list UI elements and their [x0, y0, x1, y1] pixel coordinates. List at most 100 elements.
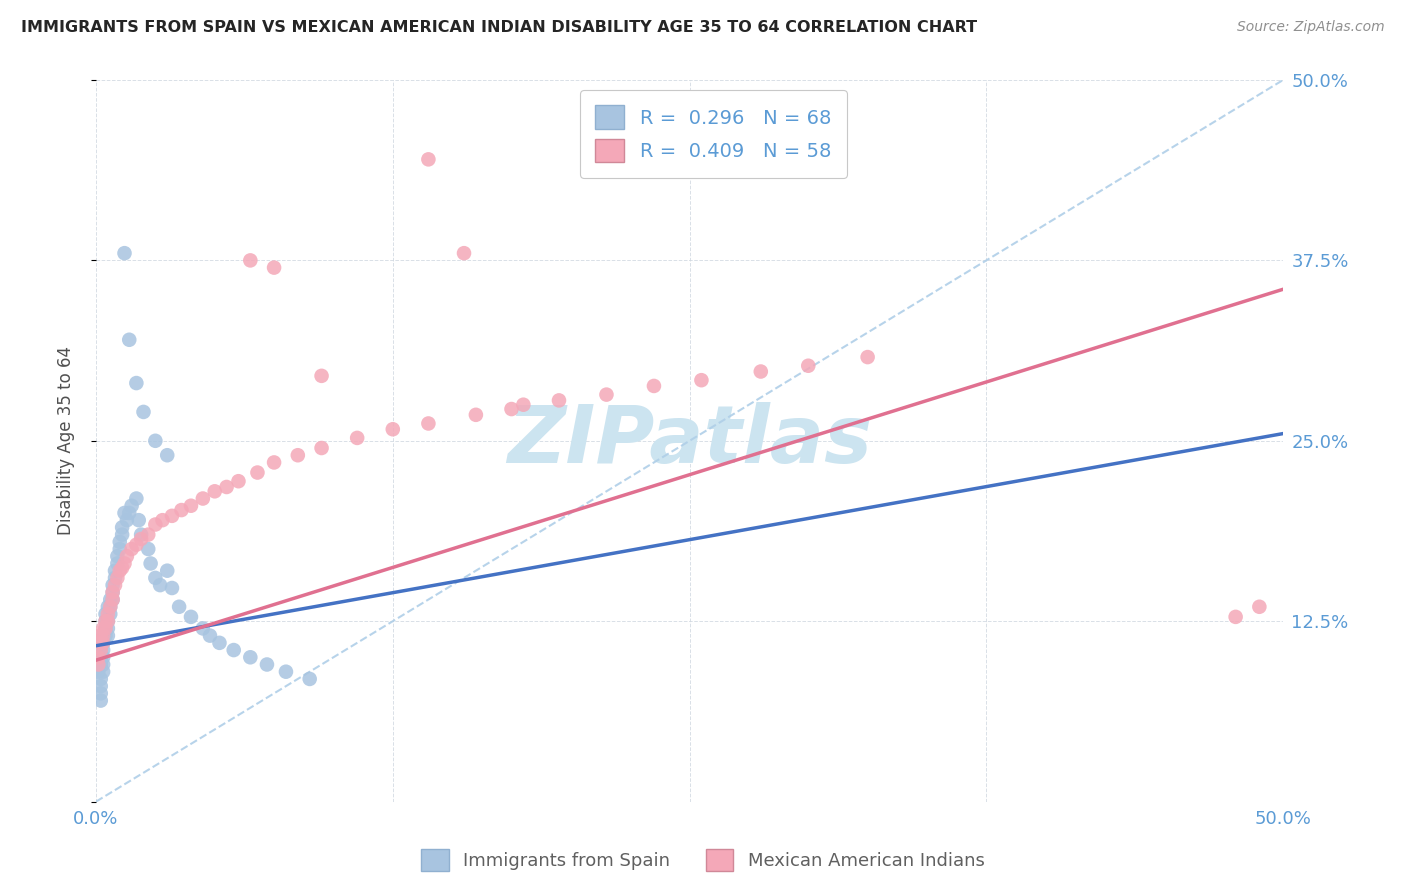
Point [1225, 610, 1247, 624]
Point [90, 643, 112, 657]
Point [125, 491, 148, 506]
Point [108, 564, 131, 578]
Point [111, 561, 134, 575]
Point [311, 441, 333, 455]
Point [90, 679, 112, 693]
Point [98, 599, 121, 614]
Point [121, 499, 143, 513]
Point [191, 491, 214, 506]
Point [274, 665, 297, 679]
Point [97, 629, 120, 643]
Point [690, 373, 713, 387]
Point [856, 350, 879, 364]
Point [125, 538, 148, 552]
Point [464, 408, 486, 422]
Point [239, 650, 262, 665]
Point [97, 614, 120, 628]
Point [115, 549, 138, 564]
Point [97, 622, 120, 636]
Point [94, 614, 117, 628]
Point [97, 607, 120, 621]
Point [128, 513, 150, 527]
Point [263, 260, 285, 275]
Point [548, 393, 571, 408]
Point [191, 622, 214, 636]
Point [453, 246, 475, 260]
Point [222, 643, 245, 657]
Point [91, 636, 114, 650]
Point [97, 599, 120, 614]
Point [111, 527, 134, 541]
Point [1249, 599, 1271, 614]
Point [87, 650, 110, 665]
Y-axis label: Disability Age 35 to 64: Disability Age 35 to 64 [58, 346, 75, 535]
Point [114, 506, 136, 520]
Text: Source: ZipAtlas.com: Source: ZipAtlas.com [1237, 20, 1385, 34]
Point [118, 333, 141, 347]
Point [145, 571, 167, 585]
Point [101, 585, 124, 599]
Point [215, 480, 238, 494]
Point [90, 643, 112, 657]
Point [208, 636, 231, 650]
Point [104, 564, 127, 578]
Point [94, 629, 117, 643]
Point [91, 629, 114, 643]
Point [156, 448, 179, 462]
Point [145, 517, 167, 532]
Point [87, 650, 110, 665]
Point [418, 417, 440, 431]
Text: ZIPatlas: ZIPatlas [508, 401, 872, 480]
Point [204, 484, 226, 499]
Point [97, 614, 120, 628]
Point [90, 686, 112, 700]
Point [198, 629, 221, 643]
Point [91, 622, 114, 636]
Point [90, 629, 112, 643]
Point [91, 657, 114, 672]
Point [125, 376, 148, 390]
Point [136, 527, 159, 541]
Point [287, 448, 309, 462]
Point [246, 466, 269, 480]
Legend: Immigrants from Spain, Mexican American Indians: Immigrants from Spain, Mexican American … [415, 842, 991, 879]
Point [346, 431, 368, 445]
Point [90, 693, 112, 707]
Point [118, 506, 141, 520]
Point [108, 542, 131, 557]
Point [228, 474, 250, 488]
Point [105, 571, 128, 585]
Point [160, 508, 183, 523]
Point [90, 636, 112, 650]
Point [180, 499, 202, 513]
Point [94, 607, 117, 621]
Point [595, 387, 617, 401]
Point [87, 657, 110, 672]
Point [152, 513, 174, 527]
Point [149, 578, 172, 592]
Point [91, 650, 114, 665]
Point [298, 672, 321, 686]
Point [91, 643, 114, 657]
Point [111, 520, 134, 534]
Point [90, 636, 112, 650]
Point [98, 607, 121, 621]
Point [91, 629, 114, 643]
Point [108, 534, 131, 549]
Point [156, 564, 179, 578]
Point [87, 665, 110, 679]
Point [101, 585, 124, 599]
Point [501, 402, 523, 417]
Point [98, 592, 121, 607]
Point [311, 368, 333, 383]
Point [87, 657, 110, 672]
Point [105, 557, 128, 571]
Point [381, 422, 404, 436]
Point [91, 665, 114, 679]
Point [129, 532, 152, 546]
Point [121, 542, 143, 557]
Point [170, 503, 193, 517]
Point [418, 153, 440, 167]
Point [94, 622, 117, 636]
Point [145, 434, 167, 448]
